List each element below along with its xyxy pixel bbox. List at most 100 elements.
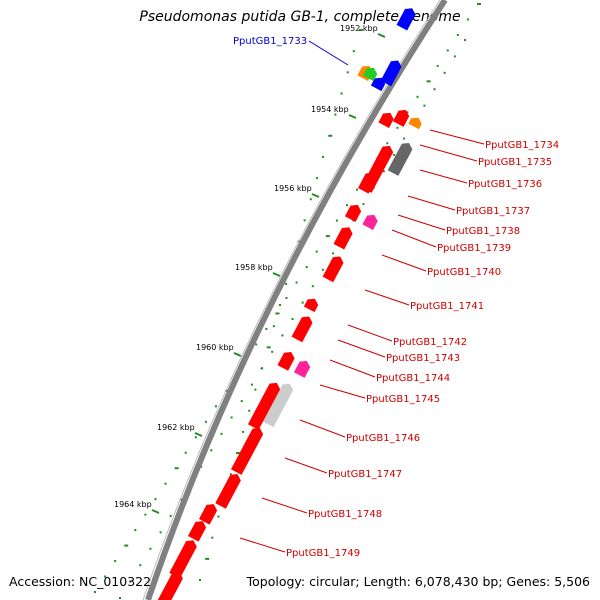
gene-label-leader [319,384,366,399]
gene-label[interactable]: PputGB1_1744 [376,373,450,384]
kbp-tick-mark [377,33,386,38]
gc-dot [325,235,330,238]
gc-dot [174,467,179,470]
kbp-tick-label: 1960 kbp [196,343,234,352]
gc-dot [328,134,333,137]
gc-dot [362,203,365,206]
gc-dot [199,579,201,581]
gene-label-leader [419,169,468,184]
kbp-tick-label: 1964 kbp [114,500,152,509]
gc-dot [235,452,240,455]
gc-dot [386,142,389,145]
gc-dot [436,64,439,67]
gene-label[interactable]: PputGB1_1747 [328,469,402,480]
gc-dot [382,170,385,173]
gene-label[interactable]: PputGB1_1737 [456,206,530,217]
gene-arrow [396,8,416,31]
kbp-tick-mark [348,114,357,119]
gene-label[interactable]: PputGB1_1733 [233,36,307,47]
gc-dot [254,388,257,391]
gene-label[interactable]: PputGB1_1746 [346,433,420,444]
gene-arrow [370,77,386,92]
genome-backbone-inner [142,0,441,600]
gene-label-leader [391,229,437,248]
gene-arrow [362,67,378,82]
gc-dot [230,416,233,419]
gene-label-leader [239,537,286,553]
gc-dot [164,482,167,485]
gene-label-leader [284,457,328,474]
gc-dot [285,297,288,299]
gc-dot [281,334,284,337]
kbp-tick-mark [272,272,281,277]
gc-dot [275,312,280,315]
gc-dot [295,281,298,284]
gc-dot [433,88,436,91]
gene-label-leader [299,419,346,438]
gc-dot [194,436,197,439]
gene-label-leader [429,129,485,145]
gc-dot [265,327,268,330]
gc-dot [396,126,399,129]
gene-label[interactable]: PputGB1_1741 [410,301,484,312]
gc-dot [406,111,409,114]
gene-label-leader [407,195,456,211]
gene-arrow [230,427,264,475]
gc-dot [179,498,182,501]
kbp-tick-mark [151,509,160,514]
gene-label[interactable]: PputGB1_1735 [478,157,552,168]
gc-dot [271,350,274,353]
gene-label-leader [337,339,386,358]
gc-dot [340,92,343,95]
gene-label[interactable]: PputGB1_1745 [366,394,440,405]
gene-label-leader [308,40,349,66]
gene-label[interactable]: PputGB1_1748 [308,509,382,520]
gc-dot [426,80,431,83]
gene-arrow [358,173,377,194]
gene-arrow [277,352,295,371]
gene-label[interactable]: PputGB1_1749 [286,548,360,559]
gc-dot [114,560,117,563]
gene-arrow [291,316,313,343]
gc-dot [311,285,314,288]
gc-dot [291,318,294,320]
gene-label[interactable]: PputGB1_1739 [437,243,511,254]
gene-arrow [408,117,422,130]
gene-label[interactable]: PputGB1_1743 [386,353,460,364]
genome-summary: Topology: circular; Length: 6,078,430 bp… [246,574,590,589]
gc-dot [250,383,253,386]
kbp-tick-mark [233,352,242,357]
accession-text: Accession: NC_010322 [9,574,152,589]
gc-dot [255,343,258,346]
gc-dot [453,55,456,58]
gc-dot [154,498,157,501]
gene-label[interactable]: PputGB1_1738 [446,226,520,237]
gc-dot [210,449,213,452]
gc-dot [104,575,107,578]
gene-label[interactable]: PputGB1_1736 [468,179,542,190]
gc-dot [134,529,137,532]
gc-dot [204,420,207,423]
gene-arrow [199,504,218,525]
gc-dot [272,325,275,328]
gene-arrow [188,521,207,542]
kbp-tick-mark [311,193,320,198]
gene-label[interactable]: PputGB1_1734 [485,140,559,151]
gc-dot [266,346,271,349]
gene-label[interactable]: PputGB1_1740 [427,267,501,278]
gene-features [157,8,422,600]
gc-dot [403,137,406,140]
gc-dot [446,49,449,52]
gc-dot [315,177,318,180]
gene-arrow [303,298,319,313]
gc-dot [94,591,96,593]
gene-label-leader [347,324,393,342]
gc-dot [392,153,395,156]
gene-arrow [157,572,183,600]
kbp-tick-label: 1954 kbp [311,105,349,114]
gc-dot [456,33,459,36]
gc-dot [334,113,337,116]
gene-label[interactable]: PputGB1_1742 [393,337,467,348]
gc-dot [159,531,162,534]
